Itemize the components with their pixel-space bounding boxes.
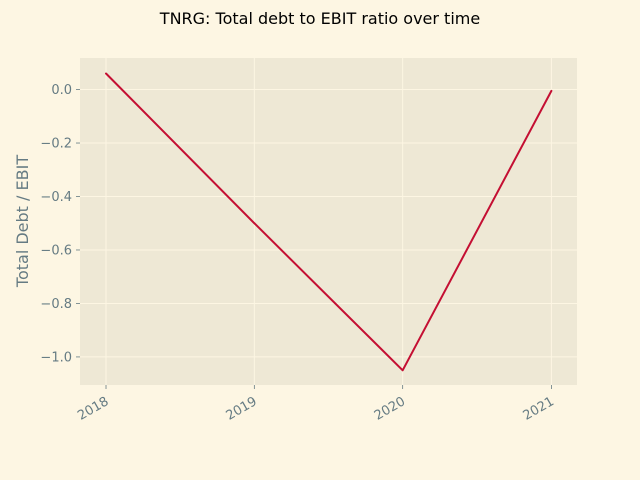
chart-title: TNRG: Total debt to EBIT ratio over time <box>159 9 480 28</box>
y-tick-label: 0.0 <box>51 83 72 98</box>
series-layer <box>105 72 553 372</box>
y-tick-label: −0.2 <box>40 137 72 152</box>
y-tick-label: −0.4 <box>40 190 72 205</box>
y-tick-label: −0.6 <box>40 243 72 258</box>
y-tick-label: −1.0 <box>40 350 72 365</box>
y-tick-label: −0.8 <box>40 297 72 312</box>
plot-area <box>80 58 577 385</box>
grid-lines <box>80 58 577 385</box>
y-axis-label: Total Debt / EBIT <box>13 155 32 288</box>
series-line <box>105 72 553 372</box>
